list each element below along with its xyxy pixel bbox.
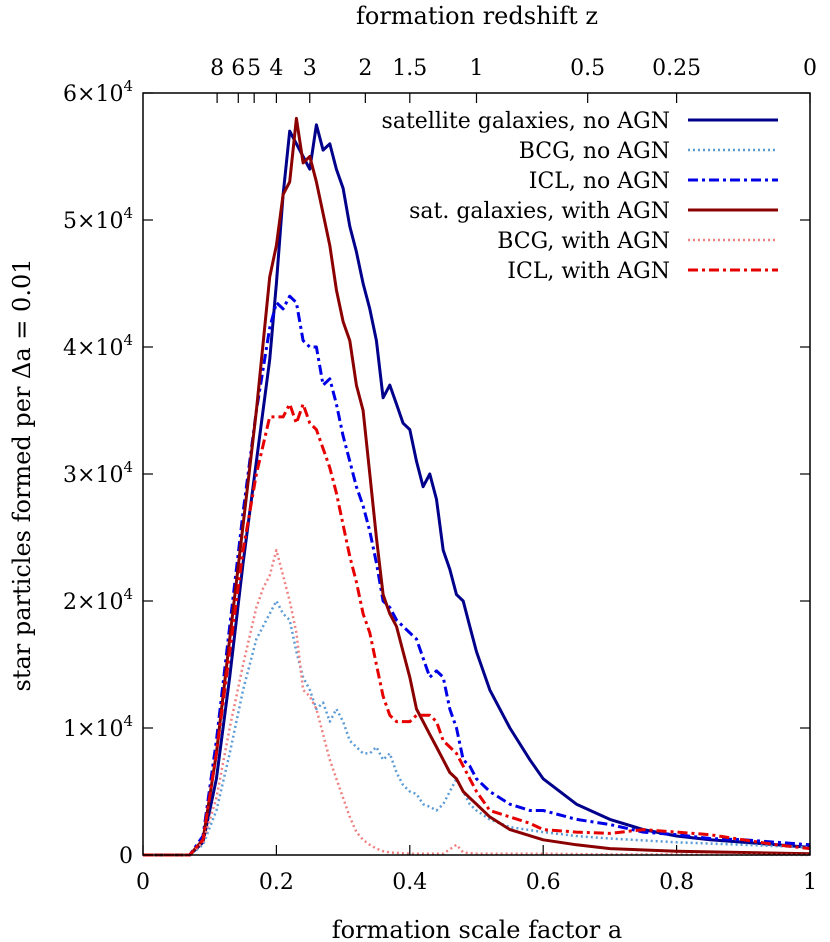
top-tick-label: 2 [358, 56, 372, 81]
y-tick-label: 2×104 [63, 585, 133, 615]
top-tick-label: 0.5 [570, 56, 605, 81]
x-tick-label: 0.4 [392, 870, 427, 895]
x-tick-label: 0.6 [526, 870, 561, 895]
y-tick-exponent: 4 [123, 458, 133, 476]
series-line [143, 116, 811, 857]
y-tick-mantissa: 6×10 [63, 82, 123, 107]
top-tick-label: 6 [231, 56, 245, 81]
x-tick-label: 0 [136, 870, 150, 895]
y-tick-label: 6×104 [63, 77, 133, 107]
legend-label: BCG, no AGN [519, 139, 670, 164]
legend: satellite galaxies, no AGN BCG, no AGN ICL… [382, 109, 778, 284]
top-tick-label: 0.25 [652, 56, 701, 81]
y-tick-label: 5×104 [63, 204, 133, 234]
y-tick-mantissa: 3×10 [63, 463, 123, 488]
plot-frame [142, 92, 811, 856]
y-tick-exponent: 4 [123, 712, 133, 730]
top-tick-label: 0 [803, 56, 817, 81]
legend-label: satellite galaxies, no AGN [382, 109, 670, 134]
y-tick-label: 0 [119, 844, 133, 869]
top-tick-label: 5 [247, 56, 261, 81]
y-axis-title: star particles formed per Δa = 0.01 [8, 259, 36, 692]
legend-label: ICL, no AGN [529, 169, 670, 194]
legend-label: ICL, with AGN [507, 259, 670, 284]
y-tick-exponent: 4 [123, 585, 133, 603]
legend-label: BCG, with AGN [497, 229, 670, 254]
legend-label: sat. galaxies, with AGN [409, 199, 670, 224]
series-line [143, 123, 811, 857]
y-tick-label: 4×104 [63, 331, 133, 361]
series-line [143, 402, 811, 857]
y-tick-label: 1×104 [63, 712, 133, 742]
x-tick-label: 0.2 [259, 870, 294, 895]
y-tick-exponent: 4 [123, 331, 133, 349]
series-line [143, 548, 811, 857]
top-tick-label: 1 [470, 56, 484, 81]
series-lines [143, 116, 811, 857]
top-tick-label: 8 [210, 56, 224, 81]
y-tick-exponent: 4 [123, 77, 133, 95]
top-tick-label: 1.5 [392, 56, 427, 81]
y-tick-exponent: 4 [123, 204, 133, 222]
y-tick-mantissa: 2×10 [63, 590, 123, 615]
ticks: 0 0.2 0.4 0.6 0.8 101×1042×1043×1044×1045×104… [63, 56, 817, 895]
series-line [143, 294, 811, 857]
y-tick-mantissa: 0 [119, 844, 133, 869]
top-tick-label: 4 [269, 56, 283, 81]
top-tick-label: 3 [303, 56, 317, 81]
y-tick-mantissa: 5×10 [63, 209, 123, 234]
x-tick-label: 1 [803, 870, 817, 895]
x-axis-title: formation scale factor a [332, 916, 622, 942]
series-line [143, 599, 811, 857]
y-tick-label: 3×104 [63, 458, 133, 488]
x-tick-label: 0.8 [659, 870, 694, 895]
y-tick-mantissa: 1×10 [63, 717, 123, 742]
y-tick-mantissa: 4×10 [63, 336, 123, 361]
top-axis-title: formation redshift z [356, 2, 598, 30]
